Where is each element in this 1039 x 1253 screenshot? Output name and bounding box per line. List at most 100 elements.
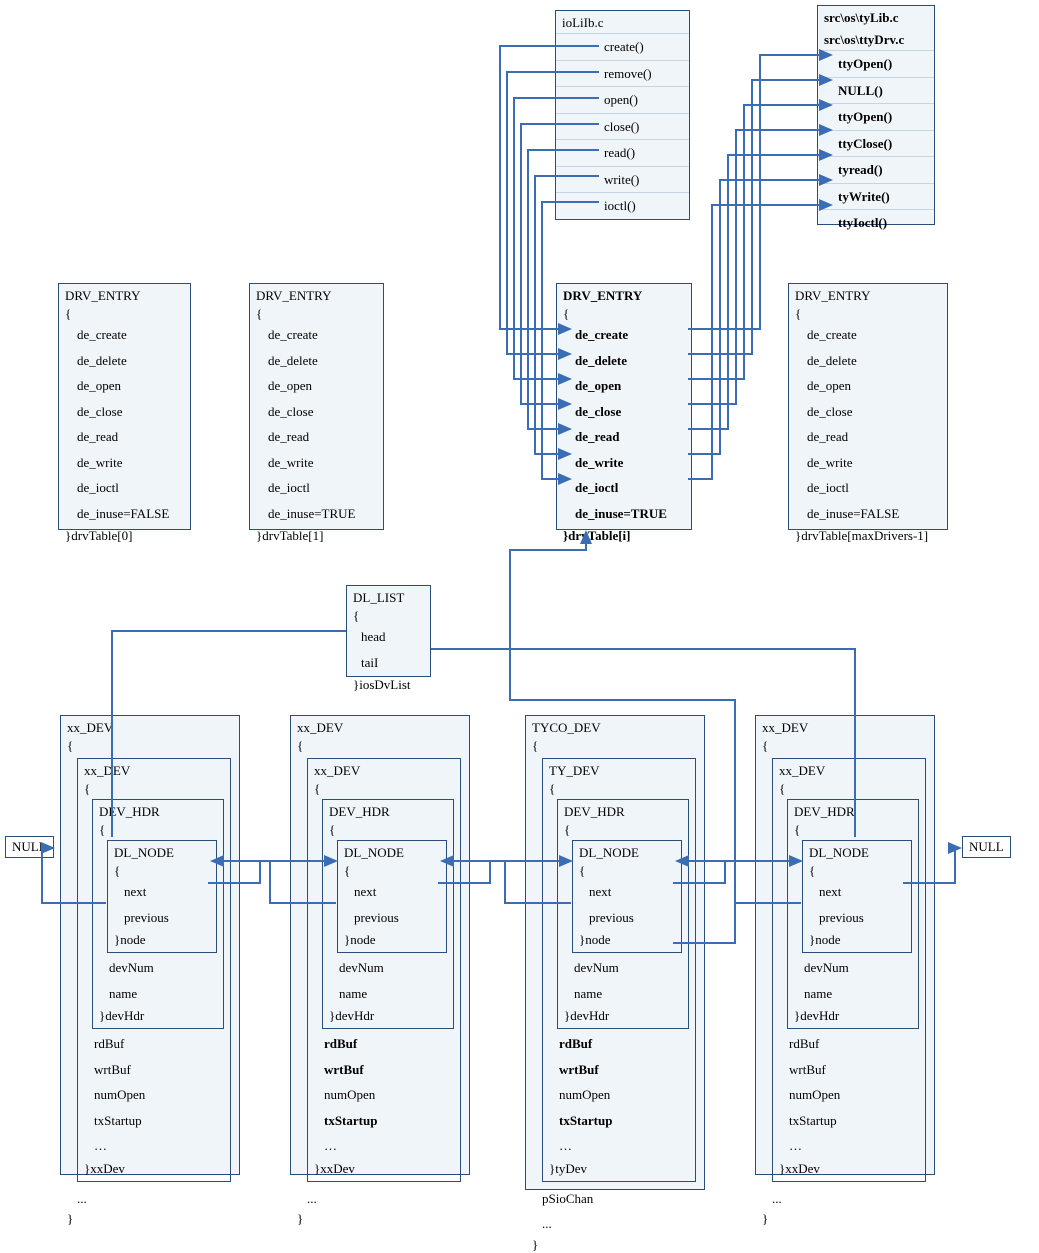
dev-mid-title: xx_DEV [308,759,460,781]
brace-close: } [756,1211,934,1227]
drv-entry-title: DRV_ENTRY [557,284,691,306]
iolib-func: write() [556,166,689,193]
dev-hdr-box: DEV_HDR{DL_NODE{nextprevious}nodedevNumn… [787,799,919,1029]
brace-open: { [93,822,223,838]
brace-open: { [338,863,446,879]
drv-entry-field: de_close [557,399,691,425]
dev-outer-title: xx_DEV [61,716,239,738]
drv-entry-inuse: de_inuse=TRUE [557,501,691,527]
dev-mid-field: wrtBuf [543,1057,695,1083]
brace-open: { [108,863,216,879]
drv-entry-box: DRV_ENTRY{de_createde_deletede_opende_cl… [556,283,692,530]
brace-open: { [526,738,704,754]
dl-list-box: DL_LIST{headtaiI}iosDvList [346,585,431,677]
dev-mid-field: rdBuf [308,1031,460,1057]
dev-mid-close: }tyDev [543,1159,695,1181]
dev-mid-field: … [78,1133,230,1159]
dev-mid-title: xx_DEV [78,759,230,781]
tylib-box: src\os\tyLib.csrc\os\ttyDrv.cttyOpen()NU… [817,5,935,225]
dev-mid-close: }xxDev [78,1159,230,1181]
dev-outer-title: xx_DEV [756,716,934,738]
dev-outer-box: TYCO_DEV{TY_DEV{DEV_HDR{DL_NODE{nextprev… [525,715,705,1190]
null-right: NULL [962,836,1011,858]
dev-hdr-close: }devHdr [323,1006,453,1028]
drv-entry-box: DRV_ENTRY{de_createde_deletede_opende_cl… [58,283,191,530]
brace-open: { [543,781,695,797]
iolib-func: create() [556,33,689,60]
drv-entry-field: de_create [557,322,691,348]
dl-node-title: DL_NODE [803,841,911,863]
dev-hdr-field: devNum [788,955,918,981]
dev-mid-field: numOpen [773,1082,925,1108]
dev-mid-field: wrtBuf [773,1057,925,1083]
dl-node-box: DL_NODE{nextprevious}node [572,840,682,953]
dev-outer-more: ... [291,1186,469,1212]
tylib-func: ttyIoctl() [818,209,934,236]
dl-node-title: DL_NODE [338,841,446,863]
dl-node-title: DL_NODE [108,841,216,863]
brace-open: { [308,781,460,797]
dev-hdr-field: name [558,981,688,1007]
dl-list-field: head [347,624,430,650]
dl-node-close: }node [573,930,681,952]
dev-mid-field: numOpen [78,1082,230,1108]
drv-entry-field: de_open [789,373,947,399]
dev-hdr-close: }devHdr [93,1006,223,1028]
iolib-title: ioLiIb.c [556,11,689,33]
brace-open: { [347,608,430,624]
dev-mid-field: txStartup [773,1108,925,1134]
dev-outer-title: xx_DEV [291,716,469,738]
dl-node-field: previous [573,905,681,931]
dev-hdr-field: name [788,981,918,1007]
dev-hdr-field: name [323,981,453,1007]
brace-open: { [558,822,688,838]
dl-node-title: DL_NODE [573,841,681,863]
brace-open: { [773,781,925,797]
dl-node-box: DL_NODE{nextprevious}node [107,840,217,953]
dev-hdr-title: DEV_HDR [788,800,918,822]
dev-mid-field: rdBuf [773,1031,925,1057]
tylib-func: ttyOpen() [818,50,934,77]
dl-node-field: previous [108,905,216,931]
dl-node-field: next [108,879,216,905]
drv-entry-name: }drvTable[0] [59,526,190,548]
drv-entry-field: de_open [59,373,190,399]
dev-hdr-box: DEV_HDR{DL_NODE{nextprevious}nodedevNumn… [557,799,689,1029]
brace-open: { [789,306,947,322]
brace-open: { [803,863,911,879]
drv-entry-field: de_ioctl [250,475,383,501]
drv-entry-field: de_ioctl [789,475,947,501]
brace-open: { [323,822,453,838]
dev-mid-field: txStartup [308,1108,460,1134]
drv-entry-field: de_close [789,399,947,425]
drv-entry-field: de_delete [250,348,383,374]
dev-mid-field: wrtBuf [78,1057,230,1083]
drv-entry-field: de_read [557,424,691,450]
drv-entry-field: de_write [557,450,691,476]
brace-open: { [61,738,239,754]
tylib-func: NULL() [818,77,934,104]
iolib-func: close() [556,113,689,140]
drv-entry-name: }drvTable[1] [250,526,383,548]
drv-entry-inuse: de_inuse=FALSE [59,501,190,527]
dl-node-field: next [573,879,681,905]
iolib-func: open() [556,86,689,113]
dev-mid-box: TY_DEV{DEV_HDR{DL_NODE{nextprevious}node… [542,758,696,1182]
dev-hdr-box: DEV_HDR{DL_NODE{nextprevious}nodedevNumn… [322,799,454,1029]
dev-outer-box: xx_DEV{xx_DEV{DEV_HDR{DL_NODE{nextprevio… [60,715,240,1175]
drv-entry-field: de_write [59,450,190,476]
drv-entry-field: de_open [250,373,383,399]
iolib-func: ioctl() [556,192,689,219]
dl-list-title: DL_LIST [347,586,430,608]
brace-close: } [526,1237,704,1253]
dev-mid-field: … [543,1133,695,1159]
dev-hdr-field: devNum [323,955,453,981]
brace-close: } [291,1211,469,1227]
drv-entry-field: de_create [59,322,190,348]
dev-mid-field: numOpen [543,1082,695,1108]
tylib-func: tyWrite() [818,183,934,210]
drv-entry-field: de_create [250,322,383,348]
drv-entry-field: de_close [59,399,190,425]
tylib-file: src\os\ttyDrv.c [818,28,934,50]
drv-entry-field: de_create [789,322,947,348]
